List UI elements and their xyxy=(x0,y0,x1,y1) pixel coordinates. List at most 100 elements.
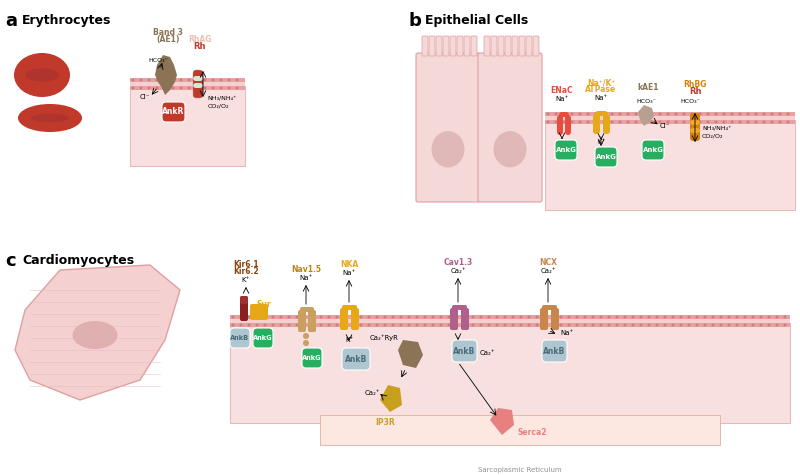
Circle shape xyxy=(155,78,158,82)
Circle shape xyxy=(147,86,150,89)
FancyBboxPatch shape xyxy=(512,36,518,56)
Circle shape xyxy=(746,121,750,124)
Circle shape xyxy=(743,315,746,319)
Circle shape xyxy=(623,315,626,319)
Text: AnkG: AnkG xyxy=(302,355,322,361)
Circle shape xyxy=(479,323,482,326)
Circle shape xyxy=(743,323,746,326)
Circle shape xyxy=(383,315,386,319)
FancyBboxPatch shape xyxy=(443,36,449,56)
FancyBboxPatch shape xyxy=(478,53,542,202)
Text: Kir6.1: Kir6.1 xyxy=(233,260,259,269)
Circle shape xyxy=(570,113,574,115)
FancyBboxPatch shape xyxy=(250,304,268,320)
Circle shape xyxy=(714,113,718,115)
Circle shape xyxy=(335,323,338,326)
FancyBboxPatch shape xyxy=(461,308,469,330)
Text: K⁺: K⁺ xyxy=(242,277,250,283)
Circle shape xyxy=(746,113,750,115)
Circle shape xyxy=(634,121,638,124)
Text: b: b xyxy=(408,12,421,30)
Circle shape xyxy=(738,113,742,115)
Text: Na⁺: Na⁺ xyxy=(342,270,356,276)
Ellipse shape xyxy=(494,131,526,167)
Circle shape xyxy=(578,121,582,124)
FancyBboxPatch shape xyxy=(642,140,664,160)
Circle shape xyxy=(203,78,206,82)
Ellipse shape xyxy=(30,114,70,122)
Circle shape xyxy=(227,86,230,89)
Circle shape xyxy=(391,323,394,326)
Circle shape xyxy=(311,315,314,319)
Circle shape xyxy=(487,323,490,326)
Circle shape xyxy=(235,78,238,82)
Circle shape xyxy=(767,323,770,326)
Text: Rh: Rh xyxy=(194,42,206,51)
Circle shape xyxy=(551,315,554,319)
Circle shape xyxy=(219,86,222,89)
Circle shape xyxy=(655,315,658,319)
Text: AnkR: AnkR xyxy=(162,107,185,116)
Circle shape xyxy=(714,121,718,124)
Circle shape xyxy=(327,315,330,319)
Ellipse shape xyxy=(26,68,59,82)
FancyBboxPatch shape xyxy=(595,111,608,116)
Text: RhAG: RhAG xyxy=(188,35,212,44)
FancyBboxPatch shape xyxy=(300,307,314,312)
Circle shape xyxy=(607,315,610,319)
Circle shape xyxy=(271,323,274,326)
Circle shape xyxy=(239,315,242,319)
Circle shape xyxy=(359,323,362,326)
FancyBboxPatch shape xyxy=(240,296,248,321)
Circle shape xyxy=(423,315,426,319)
Circle shape xyxy=(727,315,730,319)
FancyBboxPatch shape xyxy=(505,36,511,56)
Circle shape xyxy=(287,323,290,326)
Circle shape xyxy=(591,315,594,319)
Circle shape xyxy=(247,315,250,319)
Circle shape xyxy=(263,315,266,319)
Circle shape xyxy=(767,315,770,319)
Circle shape xyxy=(618,113,622,115)
FancyBboxPatch shape xyxy=(422,36,428,56)
Circle shape xyxy=(351,323,354,326)
FancyBboxPatch shape xyxy=(519,36,525,56)
Circle shape xyxy=(455,315,458,319)
Circle shape xyxy=(375,323,378,326)
Circle shape xyxy=(639,323,642,326)
Circle shape xyxy=(682,121,686,124)
FancyBboxPatch shape xyxy=(542,340,567,362)
Bar xyxy=(230,319,790,323)
Circle shape xyxy=(695,323,698,326)
FancyBboxPatch shape xyxy=(342,348,370,370)
Circle shape xyxy=(319,315,322,319)
Circle shape xyxy=(759,323,762,326)
Circle shape xyxy=(463,323,466,326)
Text: Cl⁻: Cl⁻ xyxy=(660,123,670,129)
FancyBboxPatch shape xyxy=(555,140,577,160)
Circle shape xyxy=(219,78,222,82)
Circle shape xyxy=(415,315,418,319)
FancyBboxPatch shape xyxy=(457,36,463,56)
FancyBboxPatch shape xyxy=(542,305,557,310)
FancyBboxPatch shape xyxy=(533,36,539,56)
Circle shape xyxy=(735,315,738,319)
Circle shape xyxy=(698,121,702,124)
Circle shape xyxy=(583,315,586,319)
Circle shape xyxy=(495,323,498,326)
Circle shape xyxy=(567,323,570,326)
Circle shape xyxy=(295,315,298,319)
Circle shape xyxy=(666,113,670,115)
Text: ENaC: ENaC xyxy=(550,86,574,95)
Text: c: c xyxy=(5,252,16,270)
Circle shape xyxy=(594,113,598,115)
Circle shape xyxy=(335,315,338,319)
FancyBboxPatch shape xyxy=(595,147,617,167)
Circle shape xyxy=(786,113,790,115)
Circle shape xyxy=(195,86,198,89)
Circle shape xyxy=(647,323,650,326)
Circle shape xyxy=(367,315,370,319)
Circle shape xyxy=(327,323,330,326)
Circle shape xyxy=(730,121,734,124)
Circle shape xyxy=(359,315,362,319)
